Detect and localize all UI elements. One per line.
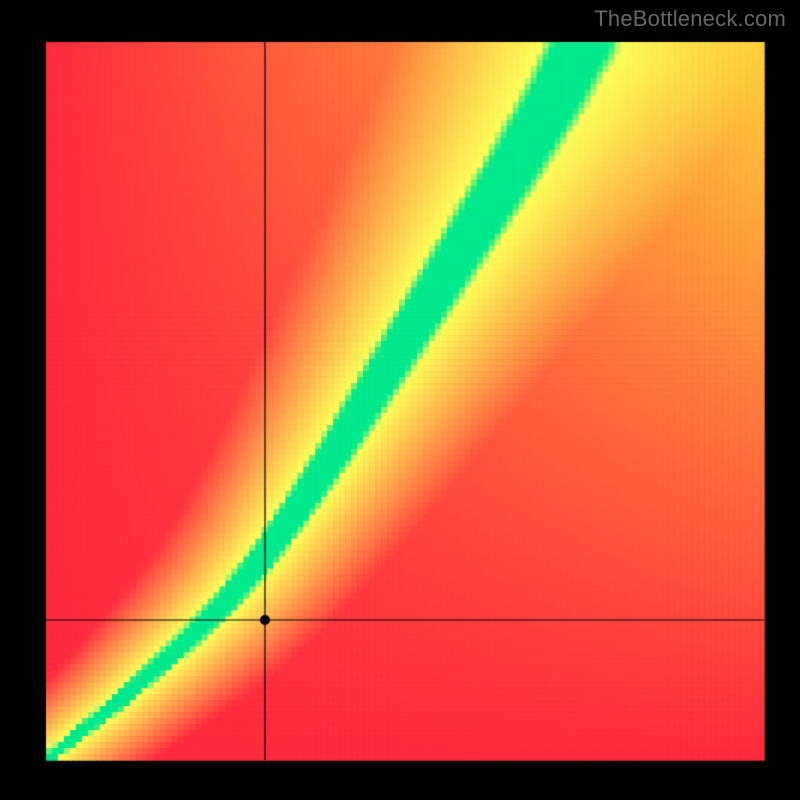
bottleneck-heatmap — [0, 0, 800, 800]
watermark-text: TheBottleneck.com — [594, 6, 786, 32]
chart-container: TheBottleneck.com — [0, 0, 800, 800]
